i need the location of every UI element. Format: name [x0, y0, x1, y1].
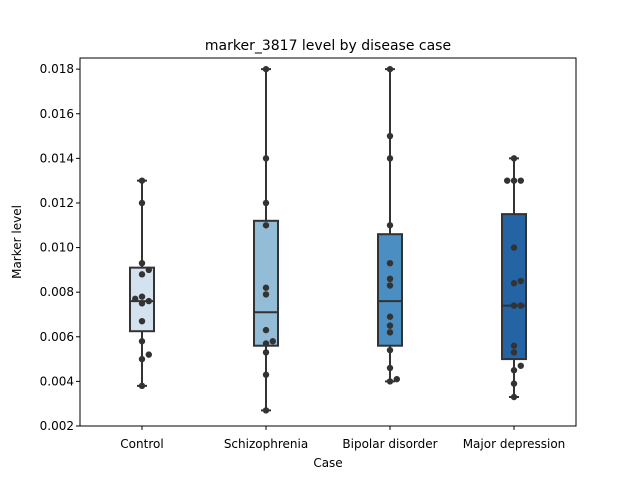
data-point — [138, 177, 146, 184]
y-tick-label: 0.004 — [40, 374, 74, 388]
data-point — [510, 393, 518, 401]
box-iqr — [377, 233, 403, 347]
data-point — [262, 340, 270, 347]
data-point — [138, 199, 146, 207]
data-point — [262, 291, 270, 298]
y-tick-label: 0.010 — [40, 241, 74, 255]
data-point — [262, 199, 270, 207]
chart-title: marker_3817 level by disease case — [205, 38, 451, 54]
x-axis-label: Case — [313, 456, 342, 470]
x-tick-label: Bipolar disorder — [342, 437, 437, 451]
data-point — [517, 277, 524, 285]
data-point — [510, 302, 518, 309]
data-point — [510, 155, 518, 162]
data-point — [386, 275, 394, 282]
data-point — [138, 271, 146, 278]
data-point — [262, 407, 270, 414]
x-tick-label: Schizophrenia — [224, 437, 308, 451]
data-point — [386, 259, 394, 267]
data-point — [262, 222, 270, 229]
y-tick-label: 0.002 — [40, 419, 74, 433]
data-point — [510, 280, 518, 287]
data-point — [510, 349, 518, 356]
data-point — [145, 297, 152, 305]
y-tick-label: 0.014 — [40, 151, 74, 165]
box-iqr — [501, 213, 527, 361]
data-point — [517, 177, 524, 184]
data-point — [138, 355, 146, 363]
data-point — [386, 313, 394, 320]
data-point — [269, 338, 276, 345]
y-tick-label: 0.008 — [40, 285, 74, 299]
x-tick-label: Major depression — [463, 437, 566, 451]
y-tick-label: 0.016 — [40, 107, 74, 121]
data-point — [262, 371, 270, 378]
data-point — [386, 65, 394, 73]
data-point — [386, 132, 394, 140]
data-point — [386, 364, 394, 372]
data-point — [510, 380, 518, 387]
data-point — [517, 302, 524, 309]
data-point — [510, 342, 518, 349]
data-point — [262, 65, 270, 73]
data-point — [262, 326, 270, 334]
data-point — [138, 317, 146, 325]
y-tick-label: 0.006 — [40, 330, 74, 344]
data-point — [132, 295, 139, 303]
data-point — [386, 329, 394, 336]
data-point — [145, 351, 152, 358]
data-point — [386, 322, 394, 329]
data-point — [262, 284, 270, 291]
x-tick-label: Control — [120, 437, 163, 451]
y-axis-label: Marker level — [10, 205, 24, 279]
data-point — [138, 382, 146, 390]
data-point — [262, 155, 270, 162]
data-point — [386, 282, 394, 289]
data-point — [504, 177, 511, 184]
data-point — [138, 300, 146, 307]
data-point — [138, 293, 146, 300]
plot-area: 0.002 0.004 0.006 0.008 0.010 0.012 0.014 0.016… — [40, 62, 566, 451]
data-point — [386, 378, 394, 385]
data-point — [386, 346, 394, 354]
data-point — [510, 244, 518, 251]
data-point — [386, 222, 394, 229]
data-point — [262, 349, 270, 356]
data-point — [386, 155, 394, 162]
data-point — [510, 177, 518, 184]
data-point — [393, 375, 400, 383]
data-point — [510, 367, 518, 374]
plot-frame — [79, 57, 577, 427]
data-point — [517, 362, 524, 369]
data-point — [145, 266, 152, 274]
y-tick-label: 0.018 — [40, 62, 74, 76]
y-tick-label: 0.012 — [40, 196, 74, 210]
data-point — [138, 338, 146, 345]
data-point — [138, 259, 146, 267]
